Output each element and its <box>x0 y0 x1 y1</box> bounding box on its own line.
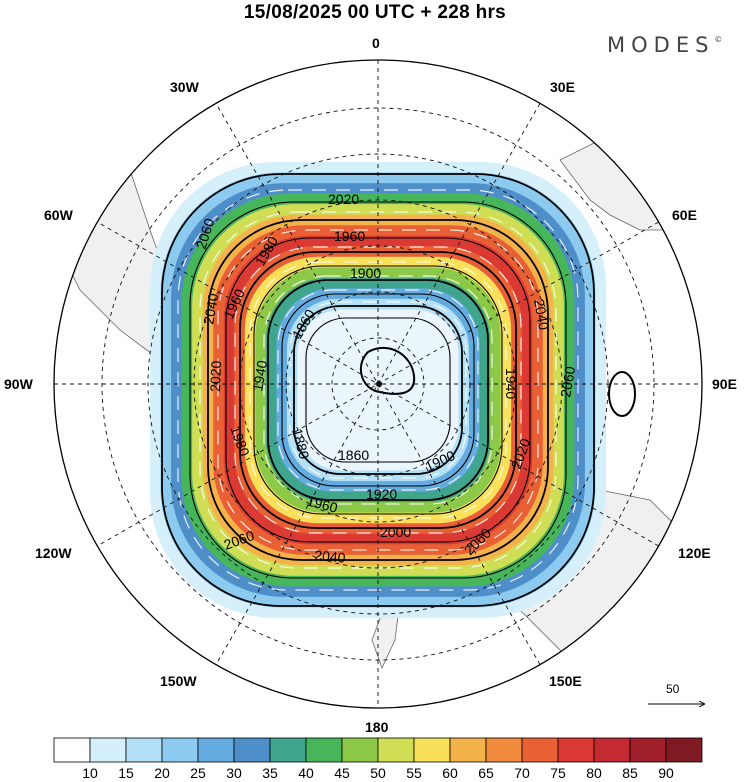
colorbar-label-90: 90 <box>658 765 674 781</box>
contour-label-2060-right: 2060 <box>557 365 578 399</box>
low-pressure-contour <box>359 346 416 395</box>
colorbar-label-50: 50 <box>370 765 386 781</box>
lon-label-150e: 150E <box>549 673 582 689</box>
colorbar-label-60: 60 <box>442 765 458 781</box>
contour-label-1920-bottom: 1920 <box>366 486 397 502</box>
lon-label-60w: 60W <box>44 207 73 223</box>
colorbar-label-20: 20 <box>154 765 170 781</box>
colorbar-swatch-16 <box>629 737 667 763</box>
contour-label-1940-left: 1940 <box>249 359 270 393</box>
modes-logo: MODES© <box>607 33 722 57</box>
contour-label-2020-left: 2020 <box>207 360 224 392</box>
lon-label-30e: 30E <box>550 79 575 95</box>
colorbar-swatch-14 <box>557 737 595 763</box>
reference-vector-label: 50 <box>666 682 680 696</box>
colorbar-label-10: 10 <box>82 765 98 781</box>
colorbar-swatch-9 <box>377 737 415 763</box>
wind-streamline-3 <box>234 246 522 534</box>
colorbar-label-40: 40 <box>298 765 314 781</box>
map-title: 15/08/2025 00 UTC + 228 hrs <box>243 2 507 23</box>
colorbar-label-35: 35 <box>262 765 278 781</box>
contour-label-2040-right: 2040 <box>531 298 552 332</box>
contour-label-1900-top: 1900 <box>350 265 381 281</box>
lon-label-30w: 30W <box>170 79 199 95</box>
colorbar-swatch-3 <box>161 737 199 763</box>
lon-label-150w: 150W <box>160 673 197 689</box>
colorbar-swatch-1 <box>89 737 127 763</box>
colorbar-swatch-10 <box>413 737 451 763</box>
closed-contour-east <box>608 371 636 417</box>
colorbar-label-65: 65 <box>478 765 494 781</box>
colorbar-label-80: 80 <box>586 765 602 781</box>
colorbar-label-15: 15 <box>118 765 134 781</box>
map-boundary <box>53 59 703 709</box>
lon-label-90w: 90W <box>4 376 33 392</box>
height-contour-8 <box>293 305 463 475</box>
contour-label-2040-bottom: 2040 <box>314 547 347 566</box>
colorbar-label-25: 25 <box>190 765 206 781</box>
colorbar-swatch-11 <box>449 737 487 763</box>
colorbar-swatch-15 <box>593 737 631 763</box>
wind-streamline-6 <box>277 289 479 491</box>
colorbar-swatch-13 <box>521 737 559 763</box>
lon-label-180: 180 <box>365 719 389 735</box>
contour-label-1960-top: 1960 <box>334 228 365 244</box>
height-contour-1 <box>189 201 567 579</box>
lon-label-0: 0 <box>372 35 380 51</box>
colorbar-swatch-7 <box>305 737 343 763</box>
contour-label-2000-bottom: 2000 <box>380 524 411 540</box>
contour-label-1960-bottom: 1960 <box>305 492 339 516</box>
lon-label-120e: 120E <box>678 545 711 561</box>
colorbar-swatch-4 <box>197 737 235 763</box>
colorbar-label-70: 70 <box>514 765 530 781</box>
contour-label-1880-left: 1880 <box>289 427 313 461</box>
graticule <box>54 60 702 708</box>
colorbar <box>53 737 703 763</box>
copyright-mark: © <box>714 35 723 44</box>
contour-label-1860-bottom: 1860 <box>338 447 369 463</box>
colorbar-label-55: 55 <box>406 765 422 781</box>
height-contour-5 <box>253 265 503 515</box>
colorbar-swatch-2 <box>125 737 163 763</box>
brand-text: MODES <box>607 33 715 57</box>
contour-label-1940-right: 1940 <box>503 368 519 399</box>
colorbar-label-45: 45 <box>334 765 350 781</box>
colorbar-swatch-0 <box>53 737 91 763</box>
colorbar-label-85: 85 <box>622 765 638 781</box>
colorbar-label-75: 75 <box>550 765 566 781</box>
colorbar-swatch-8 <box>341 737 379 763</box>
lon-label-60e: 60E <box>672 207 697 223</box>
lon-label-90e: 90E <box>712 376 737 392</box>
colorbar-swatch-6 <box>269 737 307 763</box>
colorbar-swatch-12 <box>485 737 523 763</box>
colorbar-swatch-17 <box>665 737 703 763</box>
lon-label-120w: 120W <box>35 545 72 561</box>
colorbar-swatch-5 <box>233 737 271 763</box>
contour-label-2040-left: 2040 <box>200 292 221 326</box>
colorbar-label-30: 30 <box>226 765 242 781</box>
contour-label-2020-top: 2020 <box>328 191 359 207</box>
